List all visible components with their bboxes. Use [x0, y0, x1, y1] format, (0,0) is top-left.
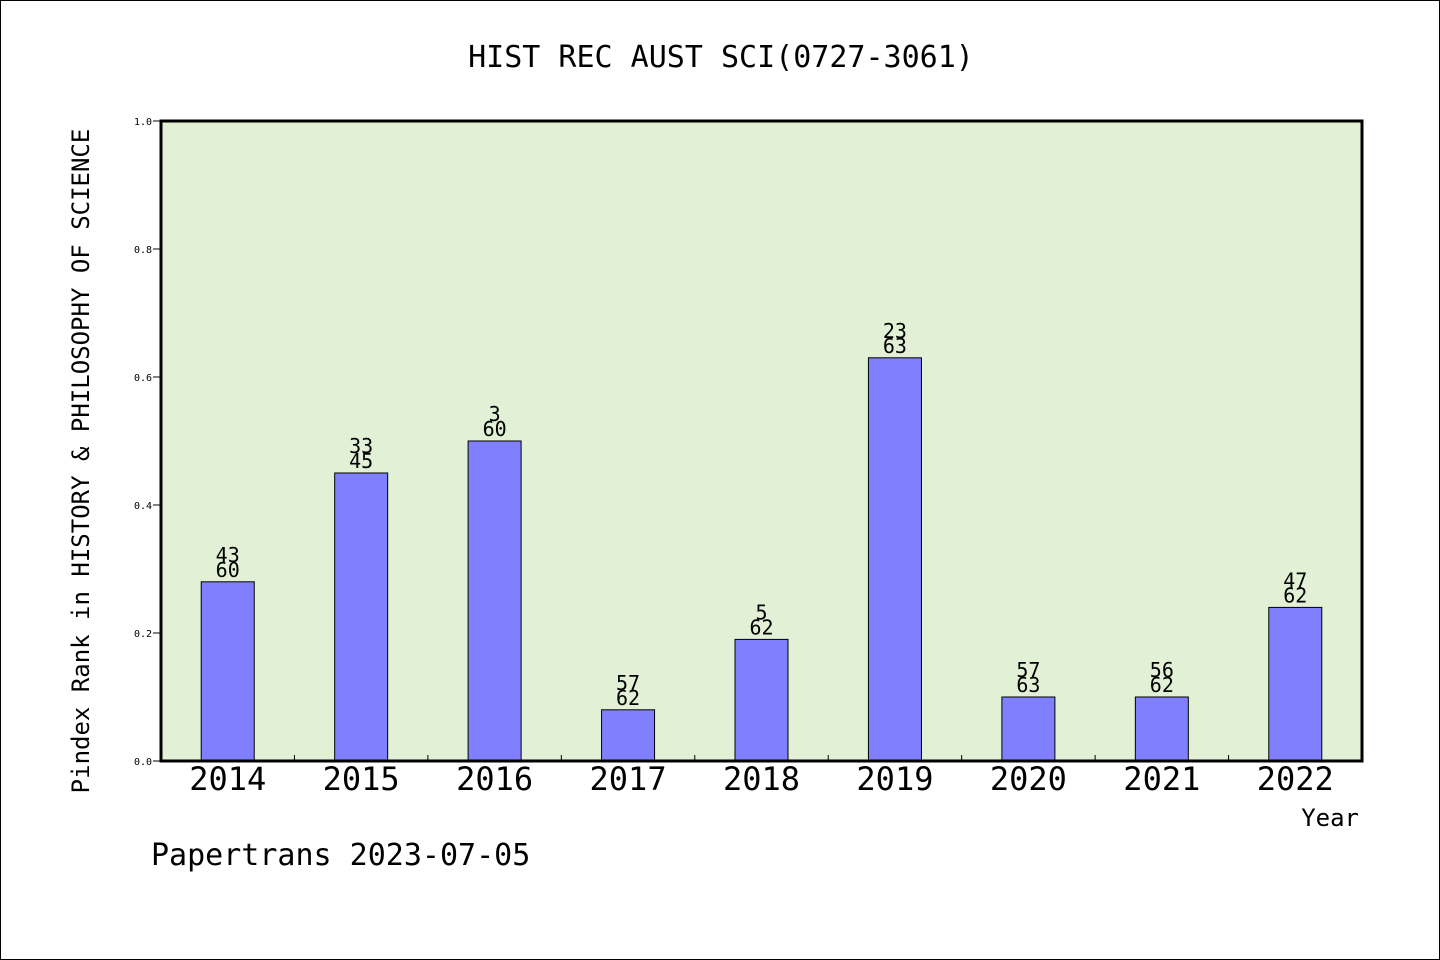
bar-rank-label-2016: 3 — [489, 402, 501, 426]
bar-2019 — [867, 357, 922, 762]
x-tick-label-2020: 2020 — [990, 760, 1067, 798]
bar-rank-label-2015: 33 — [349, 434, 373, 458]
plot-border — [159, 119, 1364, 763]
y-tick-label-0.8: 0.8 — [134, 245, 152, 256]
bar-2020 — [1001, 696, 1056, 762]
bar-total-label-2014: 60 — [216, 558, 240, 582]
x-tick-label-2022: 2022 — [1257, 760, 1334, 798]
bar-total-label-2018: 62 — [749, 615, 773, 639]
bar-rank-label-2021: 56 — [1150, 658, 1174, 682]
y-tick-label-0.4: 0.4 — [134, 501, 152, 512]
bar-2014 — [200, 581, 255, 762]
bar-rank-label-2022: 47 — [1283, 568, 1307, 592]
x-axis-label: Year — [1301, 804, 1359, 832]
chart-title: HIST REC AUST SCI(0727-3061) — [468, 40, 974, 75]
y-axis-ticks: 0.0 0.2 0.4 0.6 0.8 1.0 — [134, 117, 161, 768]
x-tick-label-2021: 2021 — [1123, 760, 1200, 798]
bar-total-label-2015: 45 — [349, 449, 373, 473]
bar-total-label-2021: 62 — [1150, 673, 1174, 697]
x-tick-label-2016: 2016 — [456, 760, 533, 798]
bar-total-label-2022: 62 — [1283, 583, 1307, 607]
bar-rank-label-2020: 57 — [1016, 658, 1040, 682]
bar-total-label-2017: 62 — [616, 686, 640, 710]
y-tick-label-0.2: 0.2 — [134, 629, 152, 640]
bars-group — [200, 357, 1323, 762]
bar-rank-label-2017: 57 — [616, 671, 640, 695]
x-tick-label-2014: 2014 — [189, 760, 266, 798]
bar-2016 — [467, 440, 522, 762]
bar-2018 — [734, 638, 789, 762]
bar-total-label-2020: 63 — [1016, 673, 1040, 697]
y-axis-label: Pindex Rank in HISTORY & PHILOSOPHY OF S… — [67, 129, 95, 794]
y-tick-label-1.0: 1.0 — [134, 117, 152, 128]
x-tick-label-2019: 2019 — [856, 760, 933, 798]
x-tick-label-2018: 2018 — [723, 760, 800, 798]
bar-rank-label-2014: 43 — [216, 543, 240, 567]
y-tick-label-0.0: 0.0 — [134, 757, 152, 768]
bar-rank-label-2019: 23 — [883, 319, 907, 343]
bar-2021 — [1134, 696, 1189, 762]
x-tick-label-2015: 2015 — [323, 760, 400, 798]
bar-2017 — [601, 709, 656, 762]
source-note: Papertrans 2023-07-05 — [151, 838, 530, 873]
bar-2015 — [334, 472, 389, 762]
y-tick-label-0.6: 0.6 — [134, 373, 152, 384]
bar-rank-label-2018: 5 — [755, 600, 767, 624]
x-axis-ticks: 2014 2015 2016 2017 2018 2019 2020 2021 2022 — [189, 755, 1334, 798]
bar-2022 — [1268, 606, 1323, 762]
x-tick-label-2017: 2017 — [590, 760, 667, 798]
bar-total-label-2016: 60 — [483, 417, 507, 441]
bar-total-label-2019: 63 — [883, 334, 907, 358]
